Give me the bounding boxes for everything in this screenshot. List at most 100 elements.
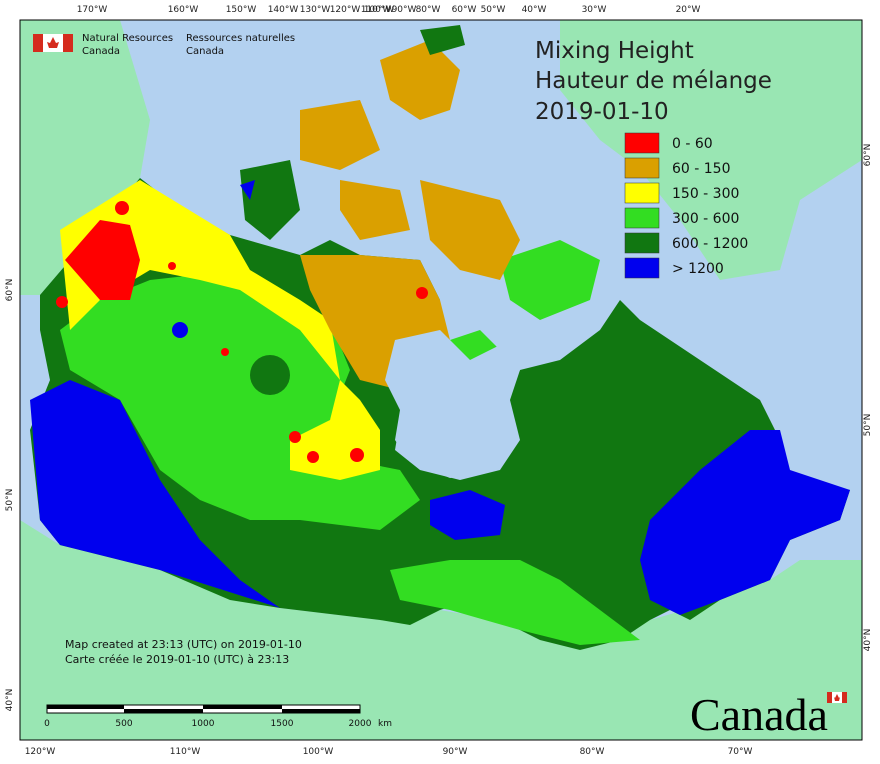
lon-label: 130°W xyxy=(300,5,331,15)
lon-label: 40°W xyxy=(522,5,547,15)
zone-spot xyxy=(56,296,68,308)
lon-label: 90°W xyxy=(443,747,468,757)
legend-swatch xyxy=(624,182,660,204)
scale-label: 500 xyxy=(115,719,132,729)
lon-label: 150°W xyxy=(226,5,257,15)
zone-spot xyxy=(250,355,290,395)
frame xyxy=(19,19,863,741)
flag-bar xyxy=(63,34,73,52)
zone-spot xyxy=(307,451,319,463)
legend-swatch xyxy=(624,132,660,154)
legend-swatch xyxy=(624,232,660,254)
lon-label: 120°W xyxy=(25,747,56,757)
zone-yukon xyxy=(65,220,140,300)
scale-segment xyxy=(47,705,124,709)
lon-label: 100°W xyxy=(303,747,334,757)
scale-segment xyxy=(282,709,360,713)
legend: 0 - 60 60 - 150 150 - 300 300 - 600 600 - 12… xyxy=(624,132,748,279)
title: Hauteur de mélange xyxy=(535,68,772,94)
lon-label: 70°W xyxy=(728,747,753,757)
hudson-bay xyxy=(385,330,520,478)
lon-label: 110°W xyxy=(361,5,392,15)
note: Carte créée le 2019-01-10 (UTC) à 23:13 xyxy=(65,653,289,666)
lon-label: 60°W xyxy=(452,5,477,15)
zone-spot xyxy=(168,262,176,270)
legend-label: 150 - 300 xyxy=(672,186,739,202)
zone-spot xyxy=(416,287,428,299)
lon-label: 50°W xyxy=(481,5,506,15)
zone-yellow xyxy=(60,180,380,480)
scale-label: 0 xyxy=(44,719,50,729)
scale-label: 2000 xyxy=(349,719,372,729)
usa xyxy=(20,520,862,740)
zone-baffin-north xyxy=(420,180,520,280)
org-en: Natural Resources xyxy=(82,33,173,44)
graticule-labels: 170°W 160°W 150°W 140°W 130°W 120°W 110°… xyxy=(5,5,873,757)
maple-leaf xyxy=(834,694,840,701)
legend-label: 60 - 150 xyxy=(672,161,731,177)
legend-swatch xyxy=(624,157,660,179)
zone-east xyxy=(640,430,850,615)
title: 2019-01-10 xyxy=(535,99,669,125)
lat-label: 50°N xyxy=(5,489,15,512)
canada-wordmark: Canada xyxy=(690,689,847,740)
map xyxy=(19,19,863,741)
scale-segment xyxy=(203,705,282,709)
scale-unit: km xyxy=(378,719,392,729)
legend-label: 300 - 600 xyxy=(672,211,739,227)
zone-spot xyxy=(172,322,188,338)
lon-label: 170°W xyxy=(77,5,108,15)
zone-ellesmere xyxy=(380,40,460,120)
lon-label: 80°W xyxy=(416,5,441,15)
zone-ontario-north xyxy=(430,490,505,540)
legend-label: 600 - 1200 xyxy=(672,236,748,252)
flag-bar xyxy=(33,34,43,52)
scale-segment xyxy=(124,709,203,713)
lon-label: 90°W xyxy=(392,5,417,15)
zone-west-coast xyxy=(30,380,280,608)
nrcan-logo: Natural Resources Canada Ressources natu… xyxy=(33,33,295,57)
flag-bar xyxy=(827,692,832,703)
org-fr: Canada xyxy=(186,46,224,57)
org-fr: Ressources naturelles xyxy=(186,33,295,44)
note: Map created at 23:13 (UTC) on 2019-01-10 xyxy=(65,638,302,651)
greenland xyxy=(560,20,862,280)
scale-label: 1500 xyxy=(271,719,294,729)
zone-north-tip xyxy=(420,25,465,55)
legend-label: > 1200 xyxy=(672,261,724,277)
wordmark: Canada xyxy=(690,689,828,740)
zone-spot xyxy=(221,348,229,356)
zone-baffin xyxy=(500,240,600,320)
zone-somerset xyxy=(340,180,410,240)
legend-label: 0 - 60 xyxy=(672,136,713,152)
lon-label: 120°W xyxy=(330,5,361,15)
scale-bar: 0 500 1000 1500 2000 km xyxy=(44,704,392,729)
lon-label: 100°W xyxy=(364,5,395,15)
org-en: Canada xyxy=(82,46,120,57)
zone-spot xyxy=(350,448,364,462)
zone-spot xyxy=(115,201,129,215)
title: Mixing Height xyxy=(535,38,694,64)
zone-ontario xyxy=(390,560,640,645)
flag-bar xyxy=(842,692,847,703)
lon-label: 20°W xyxy=(676,5,701,15)
legend-swatch xyxy=(624,257,660,279)
scale-label: 1000 xyxy=(192,719,215,729)
lat-label: 60°N xyxy=(863,144,873,167)
maple-leaf xyxy=(47,37,59,48)
lat-label: 40°N xyxy=(863,629,873,652)
lat-label: 60°N xyxy=(5,279,15,302)
lon-label: 80°W xyxy=(580,747,605,757)
lat-label: 50°N xyxy=(863,414,873,437)
lon-label: 140°W xyxy=(268,5,299,15)
lon-label: 110°W xyxy=(170,747,201,757)
legend-swatch xyxy=(624,207,660,229)
lon-label: 160°W xyxy=(168,5,199,15)
zone-islands xyxy=(300,100,380,170)
lat-label: 40°N xyxy=(5,689,15,712)
alaska xyxy=(20,20,150,295)
lon-label: 30°W xyxy=(582,5,607,15)
zone-small xyxy=(240,180,255,200)
zone-spot xyxy=(289,431,301,443)
